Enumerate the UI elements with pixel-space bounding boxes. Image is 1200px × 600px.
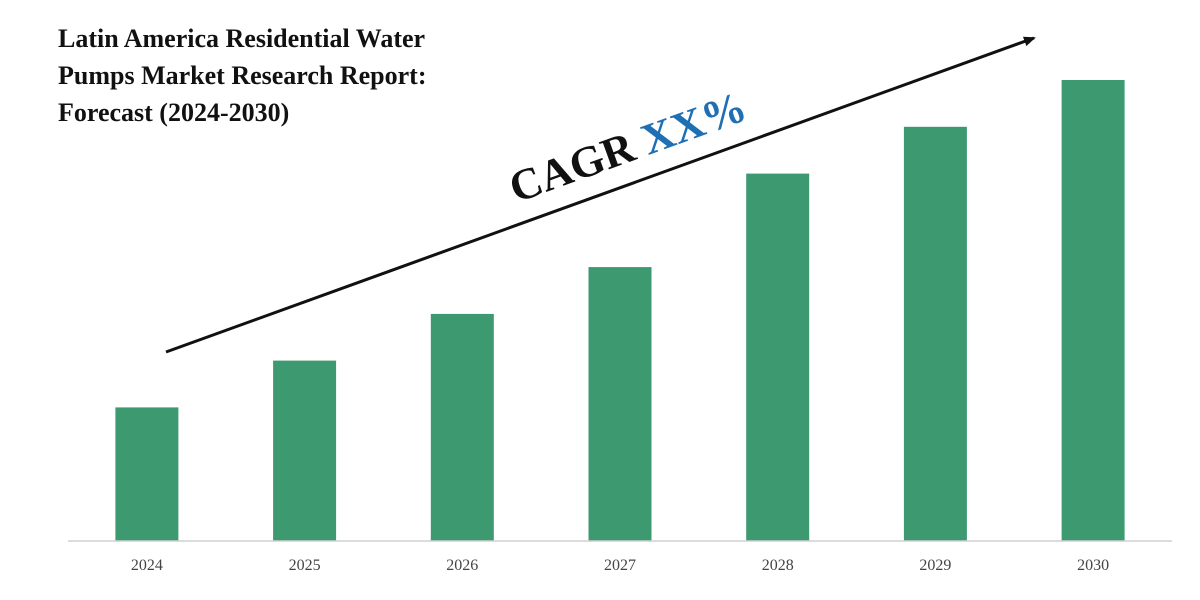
x-tick-2028: 2028 (762, 557, 794, 574)
bar-2029 (903, 126, 967, 542)
trend-arrow (165, 36, 1036, 354)
bar-2024 (115, 407, 179, 541)
x-tick-2024: 2024 (131, 557, 163, 574)
x-tick-2027: 2027 (604, 557, 636, 574)
bar-2025 (273, 360, 337, 541)
chart-title: Latin America Residential Water Pumps Ma… (58, 20, 518, 131)
x-tick-2029: 2029 (919, 557, 951, 574)
bar-2026 (430, 313, 494, 541)
cagr-label: CAGR (503, 118, 652, 212)
title-line-3: Forecast (2024-2030) (58, 98, 290, 127)
cagr-annotation: CAGR XX% (503, 82, 753, 213)
cagr-value: XX% (635, 82, 753, 165)
bar-2030 (1061, 80, 1125, 541)
bar-2027 (588, 267, 652, 541)
bar-2028 (746, 173, 810, 541)
x-tick-2030: 2030 (1077, 557, 1109, 574)
x-tick-2025: 2025 (289, 557, 321, 574)
x-tick-labels: 2024 2025 2026 2027 2028 2029 2030 (131, 557, 1109, 574)
x-tick-2026: 2026 (446, 557, 478, 574)
bars (115, 80, 1125, 542)
title-line-2: Pumps Market Research Report: (58, 61, 427, 90)
title-line-1: Latin America Residential Water (58, 24, 426, 53)
